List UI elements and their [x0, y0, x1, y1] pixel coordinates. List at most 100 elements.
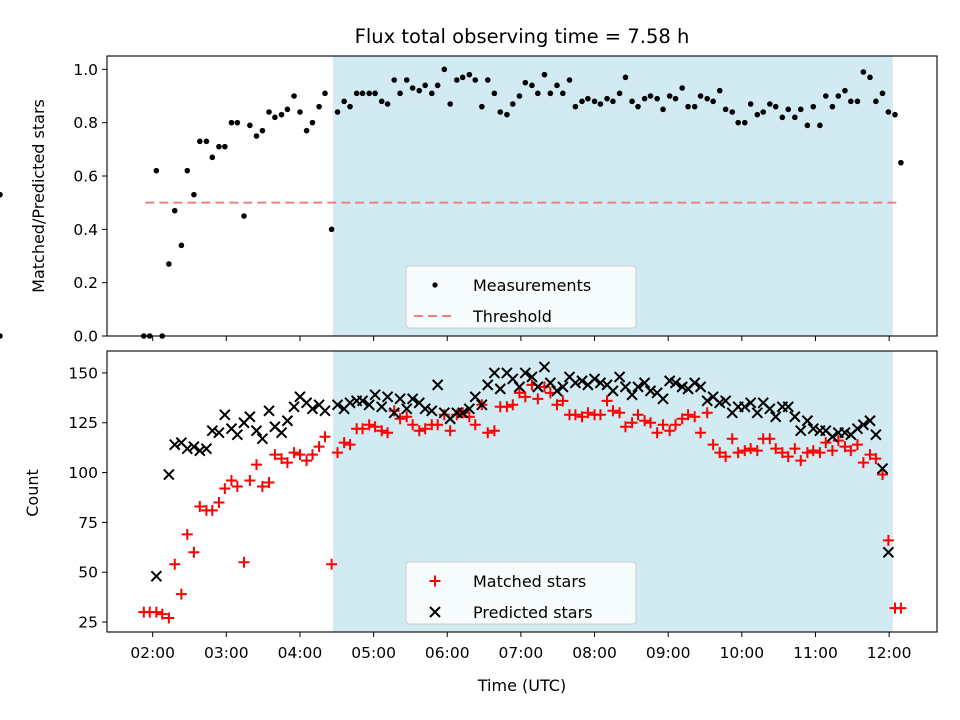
measurement-point: [560, 90, 566, 97]
matched-star-point: [551, 399, 563, 411]
y-tick-label: 25: [78, 614, 98, 632]
count-panel-x-ticks: 02:00 03:00 04:00 05:00 06:00 07:00 08:00 09:00…: [130, 632, 911, 662]
measurement-point: [566, 77, 573, 83]
matched-star-point: [714, 447, 726, 459]
matched-star-point: [363, 419, 375, 431]
measurement-point: [792, 114, 798, 121]
count-panel-y-ticks: 25 50 75 100 125 150: [68, 364, 107, 632]
predicted-star-point: [281, 415, 294, 427]
matched-star-point: [488, 425, 500, 437]
predicted-star-point: [519, 367, 532, 379]
measurement-point: [810, 103, 817, 110]
matched-star-point: [651, 427, 663, 439]
measurement-point: [466, 71, 473, 78]
matched-star-point: [764, 433, 776, 445]
x-tick-label: 08:00: [572, 644, 617, 662]
predicted-star-point: [394, 393, 406, 405]
predicted-star-point: [789, 411, 801, 423]
predicted-star-point: [188, 440, 200, 453]
matched-star-point: [388, 405, 400, 417]
matched-star-point: [707, 439, 719, 451]
measurement-point: [497, 109, 504, 115]
measurement-point: [216, 143, 222, 150]
measurement-point: [572, 103, 579, 110]
matched-star-point: [519, 391, 531, 403]
predicted-star-point: [219, 409, 231, 421]
predicted-star-point: [213, 427, 225, 439]
matched-star-point: [851, 439, 863, 451]
matched-star-point: [401, 411, 413, 423]
series-measurements: [0, 66, 904, 339]
predicted-star-point: [870, 428, 882, 441]
ratio-panel-ylabel: Matched/Predicted stars: [29, 99, 48, 293]
measurement-point: [266, 109, 272, 115]
predicted-star-point: [406, 393, 419, 405]
measurement-point: [278, 111, 285, 118]
matched-star-point: [664, 425, 676, 437]
predicted-star-point: [381, 391, 394, 403]
matched-star-point: [407, 419, 419, 431]
matched-star-point: [820, 437, 832, 449]
matched-star-point: [632, 409, 644, 421]
matched-star-point: [569, 409, 581, 421]
legend-predicted-marker: [429, 606, 441, 618]
matched-star-point: [507, 399, 519, 411]
measurement-point: [654, 95, 660, 102]
matched-star-point: [770, 443, 782, 455]
measurement-point: [597, 101, 604, 107]
ratio-panel-y-ticks: 0.0 0.2 0.4 0.6 0.8 1.0: [73, 61, 107, 346]
measurement-point: [384, 101, 391, 107]
matched-star-point: [188, 546, 200, 558]
measurement-point: [303, 127, 310, 134]
measurement-point: [241, 213, 247, 219]
measurement-point: [522, 79, 529, 86]
matched-star-point: [676, 413, 688, 425]
matched-star-point: [413, 425, 425, 437]
measurement-point: [491, 90, 498, 97]
measurement-point: [666, 93, 673, 99]
x-tick-label: 05:00: [351, 644, 396, 662]
predicted-star-point: [426, 405, 438, 417]
matched-star-point: [538, 381, 550, 393]
measurement-point: [391, 77, 398, 83]
measurement-point: [879, 90, 886, 97]
matched-star-point: [639, 415, 651, 427]
measurement-point: [767, 101, 773, 107]
measurement-point: [378, 98, 385, 105]
measurement-point: [447, 101, 453, 107]
ratio-panel-frame: [106, 55, 938, 337]
measurement-point: [297, 109, 303, 115]
measurement-point: [284, 106, 291, 113]
matched-star-point: [877, 469, 889, 481]
predicted-star-point: [801, 415, 814, 427]
measurement-point: [716, 87, 723, 94]
predicted-star-point: [751, 407, 764, 419]
measurement-point: [860, 69, 867, 75]
y-tick-label: 0.4: [73, 221, 98, 239]
x-tick-label: 07:00: [499, 644, 544, 662]
predicted-star-point: [163, 468, 175, 481]
count-panel-legend: Matched stars Predicted stars: [405, 561, 637, 625]
predicted-star-point: [632, 381, 644, 393]
measurement-point: [797, 106, 804, 113]
measurement-point: [898, 159, 904, 166]
x-axis-label: Time (UTC): [477, 676, 566, 695]
matched-star-point: [419, 423, 431, 435]
matched-star-point: [689, 411, 701, 423]
measurement-point: [541, 71, 548, 78]
measurement-point: [629, 98, 635, 105]
matched-star-point: [501, 401, 513, 413]
ratio-panel-x-ticks: [152, 336, 890, 341]
count-panel-frame: [106, 350, 938, 633]
matched-star-point: [695, 427, 707, 439]
matched-star-point: [238, 556, 250, 568]
matched-star-point: [163, 612, 175, 624]
measurement-point: [422, 82, 428, 89]
matched-star-point: [344, 439, 356, 451]
matched-star-point: [576, 411, 588, 423]
measurement-point: [804, 122, 811, 129]
matched-star-point: [357, 423, 369, 435]
y-tick-label: 0.0: [73, 328, 98, 346]
measurement-point: [885, 109, 892, 115]
